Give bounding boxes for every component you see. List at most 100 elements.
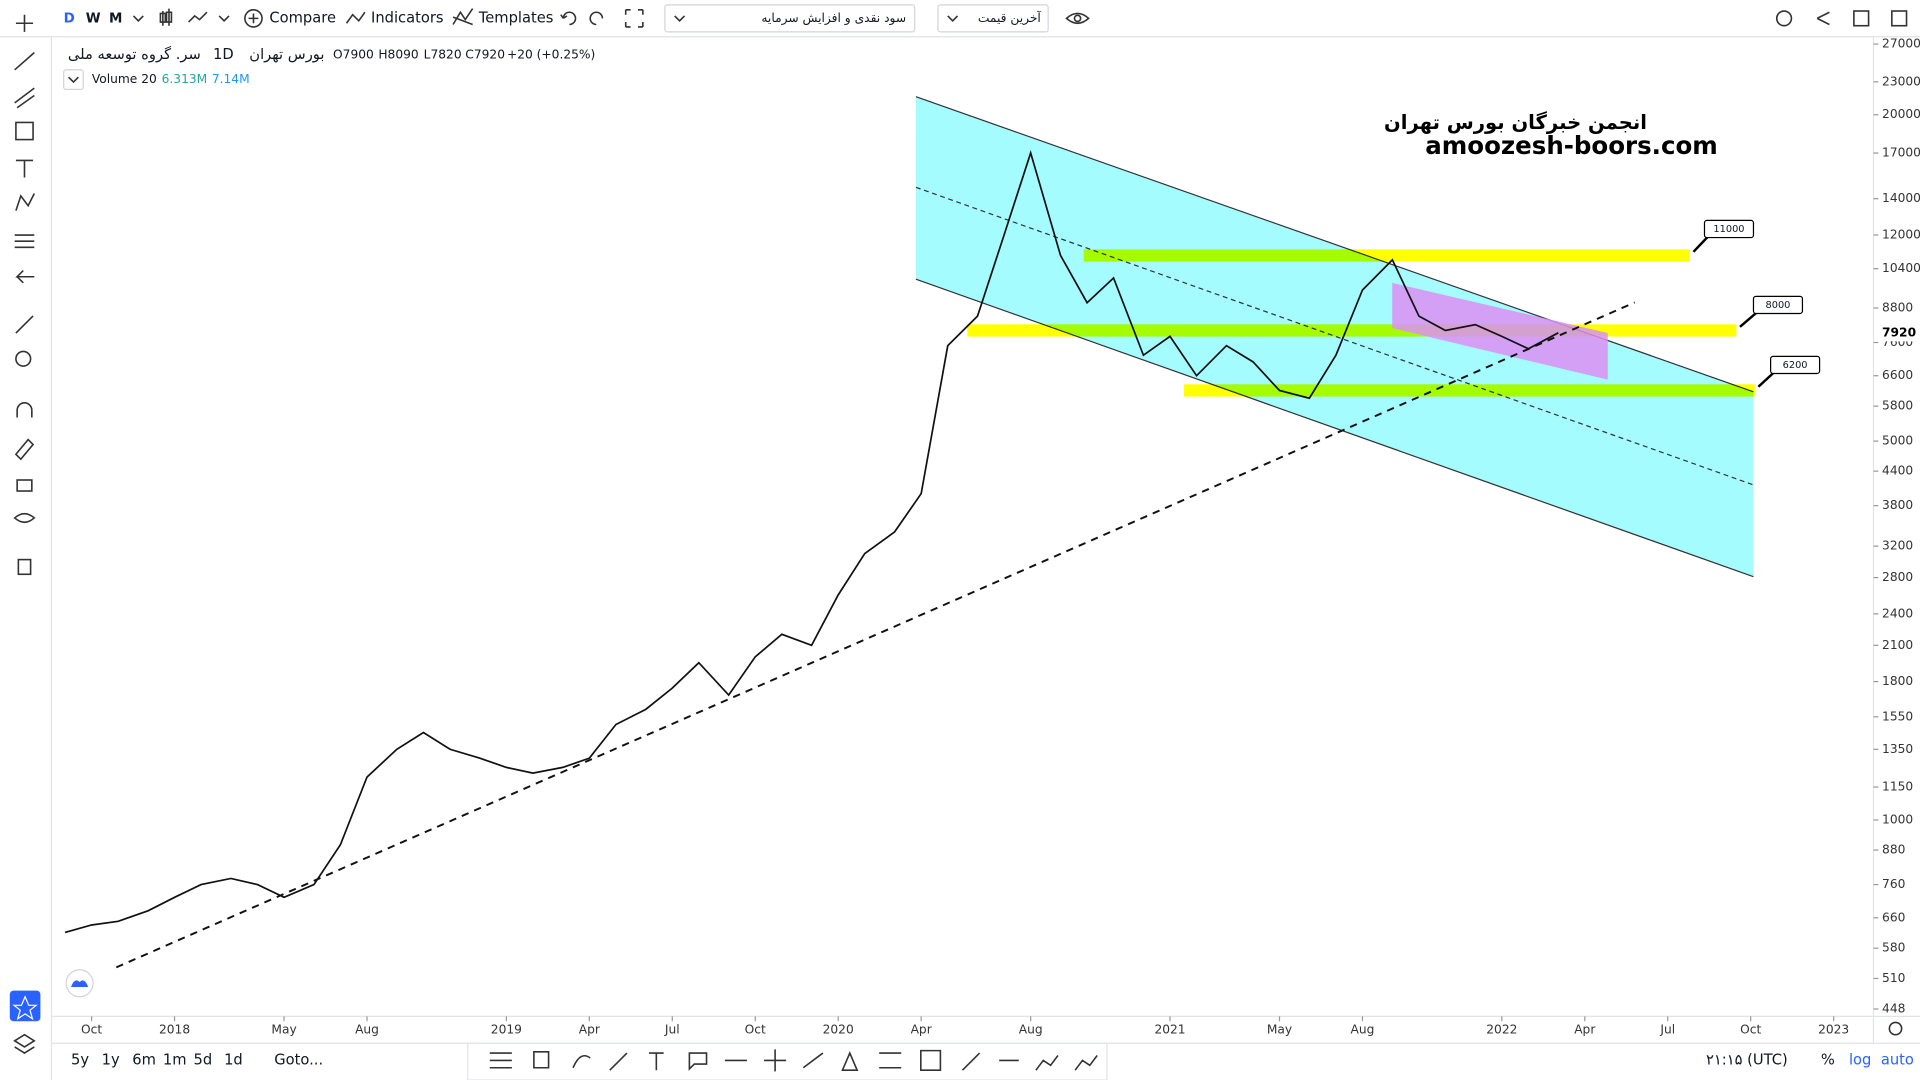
x-tick-label: 2020 (823, 1022, 854, 1036)
compare-icon[interactable] (244, 9, 263, 28)
y-tick-label: 8800 (1882, 300, 1913, 314)
x-tick-label: 2019 (491, 1022, 522, 1036)
templates-button[interactable]: Templates (478, 9, 554, 26)
y-tick-label: 10400 (1882, 261, 1920, 275)
magnet-tool[interactable] (16, 402, 33, 418)
panel-icon[interactable] (1891, 10, 1908, 27)
range-button[interactable]: 1d (224, 1051, 243, 1068)
ruler-tool[interactable] (15, 315, 34, 334)
y-tick-label: 5800 (1882, 399, 1913, 413)
y-tick-label: 20000 (1882, 107, 1920, 121)
templates-icon[interactable] (452, 8, 474, 26)
callout-box[interactable] (1752, 295, 1804, 315)
zoom-tool[interactable] (15, 350, 32, 367)
last-price-tag (1874, 324, 1920, 342)
axis-settings[interactable] (1888, 1021, 1903, 1036)
fullscreen[interactable] (624, 9, 644, 28)
volume-label: Volume 20 (92, 72, 157, 86)
callout-label: 11000 (1713, 224, 1744, 235)
text-tool[interactable] (15, 159, 34, 178)
last-price-label: 7920 (1882, 325, 1916, 339)
shape-tool[interactable] (15, 121, 34, 141)
bottom-toolbar: Goto... ۲۱:۱۵ (UTC) % log auto 5y 1y 6m 1m 5… (71, 1042, 1914, 1080)
interval-button[interactable]: W (86, 11, 101, 26)
eye-icon[interactable] (1065, 12, 1090, 25)
snapshot-icon[interactable] (1853, 10, 1870, 27)
compare-button[interactable]: Compare (269, 9, 336, 26)
lock-draw-tool[interactable] (14, 438, 35, 461)
delete-tool[interactable] (17, 558, 32, 576)
drawing-tools[interactable] (489, 1049, 1098, 1072)
clock: ۲۱:۱۵ (UTC) (1706, 1051, 1788, 1068)
star-icon (12, 995, 38, 1021)
x-tick-label: Aug (1019, 1022, 1043, 1036)
dropdown-arrow[interactable] (218, 15, 230, 22)
favorites[interactable] (9, 990, 41, 1022)
volume-value: 6.313M (162, 72, 208, 86)
measure-tool[interactable] (14, 234, 35, 249)
line-icon[interactable] (188, 11, 208, 23)
hide-tool[interactable] (13, 512, 36, 524)
y-tick-label: 23000 (1882, 74, 1920, 88)
undo[interactable] (560, 11, 577, 26)
interval-button[interactable]: M (109, 11, 122, 26)
goto-button[interactable]: Goto... (274, 1051, 323, 1068)
x-tick-label: Aug (1351, 1022, 1375, 1036)
support-trendline[interactable] (115, 301, 1636, 969)
price-dropdown[interactable] (937, 4, 1049, 33)
collapse-button[interactable] (63, 69, 84, 90)
callout-box[interactable] (1703, 219, 1755, 239)
x-tick-label: Jul (664, 1022, 680, 1036)
x-tick-label: Jul (1659, 1022, 1675, 1036)
range-button[interactable]: 5y (71, 1051, 89, 1068)
level-zone[interactable] (1083, 249, 1690, 262)
dropdown-arrow (674, 15, 686, 22)
y-tick-label: 6600 (1882, 368, 1913, 382)
low: L7820 (424, 48, 462, 62)
y-tick-label: 510 (1882, 971, 1905, 985)
trendline-tool[interactable] (14, 52, 35, 71)
layers-icon[interactable] (13, 1033, 36, 1054)
indicators-icon[interactable] (345, 11, 366, 24)
dropdown-arrow (68, 76, 79, 84)
level-zone[interactable] (1184, 384, 1755, 397)
x-tick-label: Oct (745, 1022, 766, 1036)
redo[interactable] (589, 11, 604, 26)
x-tick-label: 2021 (1154, 1022, 1185, 1036)
dropdown-arrow (947, 15, 959, 22)
y-tick-label: 3200 (1882, 539, 1913, 553)
dropdown-arrow[interactable] (132, 15, 144, 22)
y-tick-label: 880 (1882, 843, 1905, 857)
dividend-dropdown[interactable] (664, 4, 916, 33)
interval-button[interactable]: D (64, 11, 75, 26)
symbol-name: سر. گروه توسعه ملی (68, 45, 201, 63)
callout-box[interactable] (1770, 355, 1821, 375)
exchange: بورس تهران (249, 46, 324, 63)
range-button[interactable]: 5d (193, 1051, 212, 1068)
x-tick-label: Oct (81, 1022, 102, 1036)
logo-icon (71, 980, 89, 987)
lock-tool[interactable] (16, 479, 33, 492)
candles-icon[interactable] (159, 8, 173, 26)
dropdown-label: سود نقدی و افزایش سرمایه (761, 11, 906, 26)
y-tick-label: 2800 (1882, 570, 1913, 584)
indicators-button[interactable]: Indicators (371, 9, 444, 26)
x-tick-label: May (271, 1022, 296, 1036)
percent-toggle[interactable]: % (1821, 1051, 1835, 1068)
open: O7900 (333, 48, 374, 62)
channel-tool[interactable] (14, 87, 35, 109)
regression-channel[interactable] (915, 96, 1754, 577)
range-button[interactable]: 1y (102, 1051, 120, 1068)
level-zone[interactable] (967, 324, 1737, 337)
settings-icon[interactable] (1775, 10, 1793, 27)
range-button[interactable]: 6m (132, 1051, 156, 1068)
arrow-tool[interactable] (15, 270, 35, 284)
y-tick-label: 1150 (1882, 780, 1913, 794)
auto-toggle[interactable]: auto (1881, 1051, 1914, 1068)
pattern-tool[interactable] (15, 193, 35, 211)
log-toggle[interactable]: log (1849, 1051, 1871, 1068)
range-button[interactable]: 1m (163, 1051, 187, 1068)
share-icon[interactable] (1816, 11, 1830, 26)
crosshair-tool[interactable] (15, 14, 34, 32)
inner-channel[interactable] (1392, 282, 1608, 380)
